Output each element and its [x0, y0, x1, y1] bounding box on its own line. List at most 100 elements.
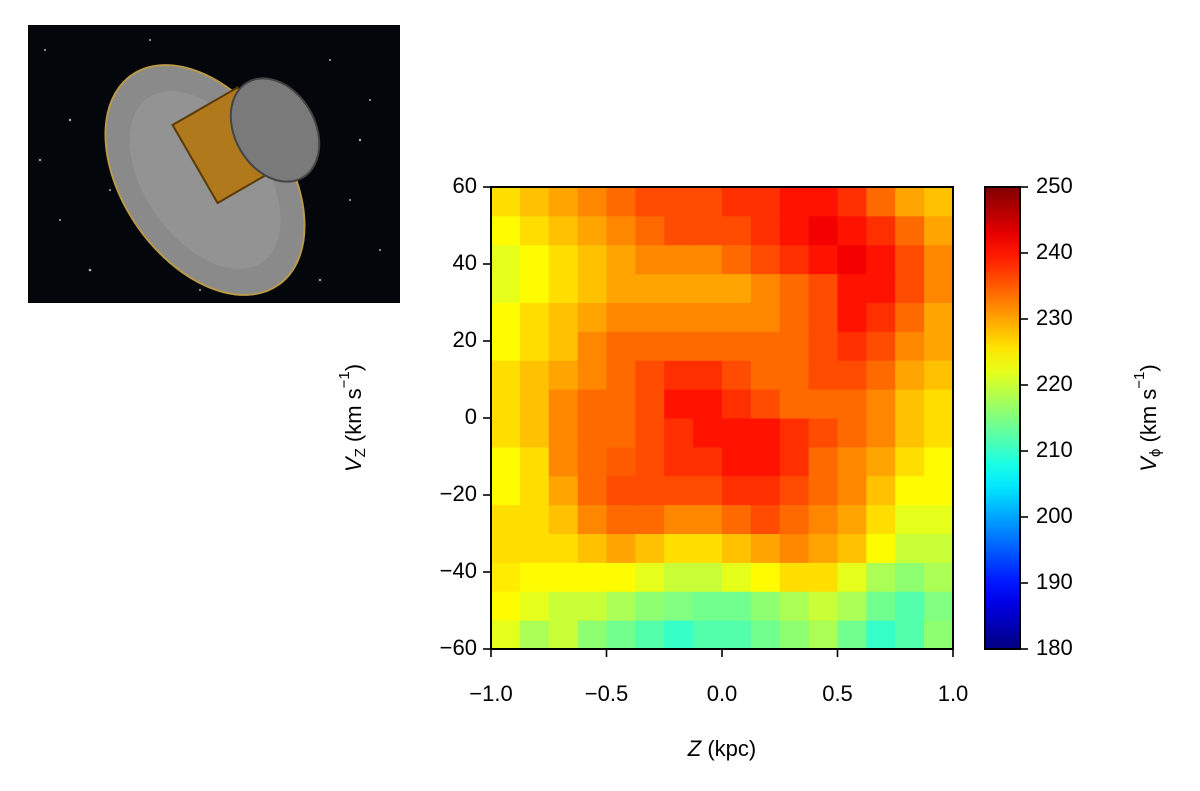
heat-cell	[924, 187, 954, 217]
heat-cell	[664, 244, 694, 275]
heat-cell	[722, 244, 752, 275]
heat-cell	[519, 591, 550, 621]
colorbar-tick-label: 190	[1036, 569, 1073, 594]
colorbar-tick-label: 240	[1036, 239, 1073, 264]
colorbar-label-symbol: V	[1136, 455, 1161, 472]
heat-cell	[750, 475, 781, 506]
heat-cell	[606, 591, 636, 621]
heat-cell	[548, 244, 579, 275]
heat-cell	[837, 446, 867, 477]
heat-cell	[606, 302, 636, 332]
y-tick-label: 40	[453, 250, 477, 275]
y-label-exponent: −1	[336, 371, 353, 388]
heat-cell	[577, 244, 607, 275]
heat-cell	[924, 533, 954, 563]
heat-cell	[866, 562, 896, 592]
heat-cell	[693, 187, 723, 217]
heat-cell	[924, 331, 954, 361]
y-tick-label: −20	[440, 481, 477, 506]
heat-cell	[606, 244, 636, 275]
heat-cell	[606, 187, 636, 217]
colorbar-label-close: )	[1136, 364, 1161, 371]
colorbar-label-exponent: −1	[1131, 372, 1148, 389]
heat-cell	[895, 302, 925, 332]
heat-cell	[779, 331, 810, 361]
heat-cell	[548, 360, 579, 390]
heat-cell	[866, 620, 896, 650]
heat-cell	[750, 533, 781, 563]
heat-cell	[693, 273, 723, 303]
heat-cell	[519, 504, 550, 534]
heat-cell	[779, 244, 810, 275]
heat-cell	[722, 273, 752, 303]
heat-cell	[808, 418, 838, 448]
colorbar-tick-label: 200	[1036, 503, 1073, 528]
heat-cell	[577, 215, 607, 246]
heat-cell	[722, 418, 752, 448]
heat-cell	[693, 504, 723, 534]
heat-cell	[750, 446, 781, 477]
heat-cell	[722, 215, 752, 246]
heat-cell	[491, 215, 521, 246]
heat-cell	[866, 187, 896, 217]
heat-cell	[577, 360, 607, 390]
heat-cell	[693, 244, 723, 275]
heat-cell	[924, 620, 954, 650]
heat-cell	[635, 533, 665, 563]
heat-cell	[924, 418, 954, 448]
heat-cell	[895, 360, 925, 390]
heat-cell	[779, 302, 810, 332]
heat-cell	[606, 475, 636, 506]
heat-cell	[866, 360, 896, 390]
heat-cell	[606, 215, 636, 246]
heat-cell	[491, 620, 521, 650]
heat-cell	[750, 187, 781, 217]
heat-cell	[693, 620, 723, 650]
y-tick-label: 60	[453, 173, 477, 198]
heat-cell	[635, 620, 665, 650]
y-tick-label: −40	[440, 558, 477, 583]
heat-cell	[808, 331, 838, 361]
heat-cell	[548, 187, 579, 217]
heat-cell	[866, 475, 896, 506]
heat-cell	[779, 562, 810, 592]
heat-cell	[808, 187, 838, 217]
heat-cell	[491, 273, 521, 303]
heat-cell	[895, 591, 925, 621]
x-tick-label: 0.5	[822, 681, 853, 706]
heat-cell	[577, 302, 607, 332]
heat-cell	[635, 331, 665, 361]
heat-cell	[664, 418, 694, 448]
heat-cell	[866, 504, 896, 534]
heat-cell	[519, 331, 550, 361]
heat-cell	[693, 533, 723, 563]
heat-cell	[664, 533, 694, 563]
heat-cell	[693, 591, 723, 621]
heat-cell	[635, 591, 665, 621]
y-label-close: )	[341, 364, 366, 371]
heat-cell	[808, 360, 838, 390]
heat-cell	[808, 244, 838, 275]
heat-cell	[779, 418, 810, 448]
heat-cell	[808, 475, 838, 506]
colorbar-tick-label: 210	[1036, 437, 1073, 462]
colorbar-label-unit: (km s	[1136, 389, 1161, 449]
heat-cell	[837, 360, 867, 390]
heat-cell	[722, 562, 752, 592]
heat-cell	[548, 273, 579, 303]
heat-cell	[693, 562, 723, 592]
heat-cell	[664, 620, 694, 650]
heat-cell	[664, 187, 694, 217]
heat-cell	[866, 533, 896, 563]
heat-cell	[519, 302, 550, 332]
heat-cell	[577, 533, 607, 563]
x-axis-label: Z (kpc)	[687, 736, 756, 761]
heat-cell	[722, 591, 752, 621]
heat-cell	[837, 244, 867, 275]
heat-cell	[779, 273, 810, 303]
heat-cell	[635, 504, 665, 534]
heat-cell	[577, 418, 607, 448]
heat-cell	[577, 446, 607, 477]
heat-cell	[750, 273, 781, 303]
heat-cell	[491, 331, 521, 361]
